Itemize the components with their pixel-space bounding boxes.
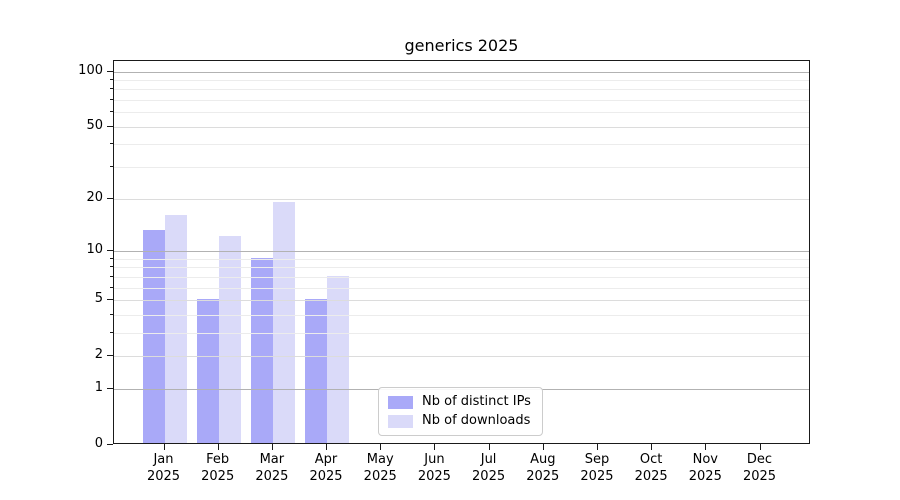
y-minor-tick-mark bbox=[110, 266, 113, 268]
x-tick-mark-mar bbox=[271, 444, 273, 450]
y-tick-mark bbox=[107, 298, 113, 300]
gridline-y-100 bbox=[114, 71, 809, 73]
y-tick-label-10: 10 bbox=[86, 241, 103, 257]
bar-distinct-ips-mar bbox=[250, 257, 273, 443]
gridline-y-70 bbox=[114, 100, 809, 102]
x-tick-mark-aug bbox=[542, 444, 544, 450]
legend-item-distinct-ips: Nb of distinct IPs bbox=[388, 395, 542, 409]
x-tick-mark-nov bbox=[705, 444, 707, 450]
y-minor-tick-mark bbox=[110, 99, 113, 101]
gridline-y-30 bbox=[114, 167, 809, 169]
x-tick-mark-apr bbox=[326, 444, 328, 450]
x-tick-label-dec: Dec 2025 bbox=[742, 452, 777, 484]
legend-swatch-downloads bbox=[388, 414, 413, 428]
gridline-y-60 bbox=[114, 112, 809, 114]
y-tick-mark bbox=[107, 249, 113, 251]
gridline-y-80 bbox=[114, 89, 809, 91]
y-minor-tick-mark bbox=[110, 257, 113, 259]
x-tick-label-jun: Jun 2025 bbox=[417, 452, 451, 484]
x-tick-mark-jun bbox=[434, 444, 436, 450]
x-tick-label-sep: Sep 2025 bbox=[580, 452, 614, 484]
x-tick-label-feb: Feb 2025 bbox=[201, 452, 235, 484]
legend-label-distinct-ips: Nb of distinct IPs bbox=[422, 394, 531, 409]
x-tick-label-mar: Mar 2025 bbox=[255, 452, 289, 484]
y-minor-tick-mark bbox=[110, 111, 113, 113]
y-tick-mark bbox=[107, 70, 113, 72]
y-minor-tick-mark bbox=[110, 143, 113, 145]
y-minor-tick-mark bbox=[110, 286, 113, 288]
x-tick-label-jan: Jan 2025 bbox=[146, 452, 181, 484]
gridline-y-20 bbox=[114, 198, 809, 200]
bar-distinct-ips-feb bbox=[196, 299, 219, 443]
bar-downloads-apr bbox=[327, 275, 350, 443]
y-tick-label-50: 50 bbox=[86, 117, 103, 133]
x-tick-mark-jan bbox=[163, 444, 165, 450]
legend-item-downloads: Nb of downloads bbox=[388, 414, 542, 428]
y-minor-tick-mark bbox=[110, 88, 113, 90]
y-tick-label-20: 20 bbox=[86, 189, 103, 205]
x-tick-label-nov: Nov 2025 bbox=[688, 452, 722, 484]
legend: Nb of distinct IPs Nb of downloads bbox=[378, 387, 543, 436]
x-tick-label-aug: Aug 2025 bbox=[526, 452, 560, 484]
gridline-y-40 bbox=[114, 144, 809, 146]
y-tick-mark bbox=[107, 355, 113, 357]
y-tick-label-2: 2 bbox=[94, 347, 103, 363]
y-tick-label-0: 0 bbox=[94, 436, 103, 451]
x-tick-mark-jul bbox=[488, 444, 490, 450]
y-minor-tick-mark bbox=[110, 78, 113, 80]
bar-downloads-mar bbox=[272, 201, 295, 443]
y-tick-label-5: 5 bbox=[94, 290, 103, 306]
bar-downloads-feb bbox=[218, 236, 241, 443]
y-tick-mark bbox=[107, 387, 113, 389]
x-tick-mark-may bbox=[380, 444, 382, 450]
x-tick-mark-sep bbox=[596, 444, 598, 450]
y-tick-mark bbox=[107, 125, 113, 127]
y-minor-tick-mark bbox=[110, 313, 113, 315]
chart-title: generics 2025 bbox=[404, 36, 519, 55]
bar-distinct-ips-apr bbox=[305, 299, 328, 443]
y-minor-tick-mark bbox=[110, 331, 113, 333]
bar-downloads-jan bbox=[164, 214, 187, 443]
x-tick-label-apr: Apr 2025 bbox=[309, 452, 343, 484]
legend-swatch-distinct-ips bbox=[388, 395, 413, 409]
y-tick-mark bbox=[107, 444, 113, 445]
x-tick-label-may: May 2025 bbox=[363, 452, 397, 484]
gridline-y-90 bbox=[114, 79, 809, 81]
x-tick-mark-oct bbox=[651, 444, 653, 450]
y-tick-label-1: 1 bbox=[94, 379, 103, 395]
legend-label-downloads: Nb of downloads bbox=[422, 413, 531, 428]
x-tick-mark-dec bbox=[759, 444, 761, 450]
y-tick-label-100: 100 bbox=[78, 62, 103, 78]
y-tick-mark bbox=[107, 197, 113, 199]
y-minor-tick-mark bbox=[110, 166, 113, 168]
x-tick-label-oct: Oct 2025 bbox=[634, 452, 668, 484]
bar-distinct-ips-jan bbox=[142, 230, 165, 443]
y-minor-tick-mark bbox=[110, 275, 113, 277]
x-tick-mark-feb bbox=[217, 444, 219, 450]
x-tick-label-jul: Jul 2025 bbox=[472, 452, 506, 484]
gridline-y-50 bbox=[114, 126, 809, 128]
